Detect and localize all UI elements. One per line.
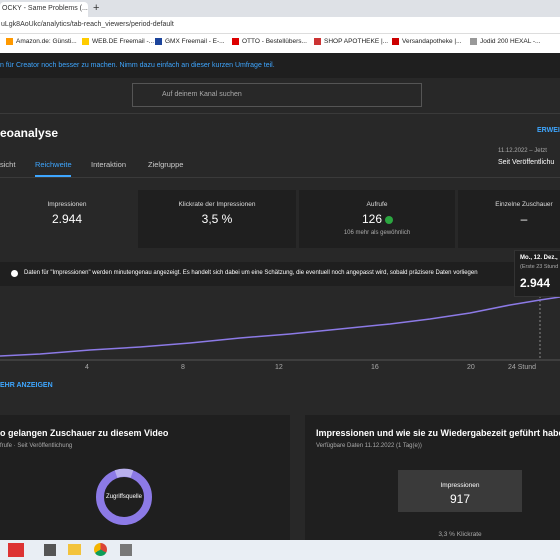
tooltip-date: Mo., 12. Dez., [520, 255, 558, 261]
more-link[interactable]: EHR ANZEIGEN [0, 382, 53, 389]
x-label: 4 [85, 364, 89, 371]
ctr: 3,3 % Klickrate [438, 531, 482, 538]
metric-label: Einzelne Zuschauer [495, 201, 553, 208]
box-value: 917 [449, 492, 471, 506]
metric-label: Klickrate der Impressionen [178, 201, 256, 208]
bookmark[interactable]: OTTO - Bestellübers... [232, 38, 307, 45]
x-label: 12 [275, 364, 283, 371]
tab-active[interactable]: Reichweite [35, 160, 72, 169]
metric-label: Impressionen [47, 201, 87, 208]
tab[interactable]: Zielgruppe [148, 160, 184, 169]
divider [0, 177, 560, 178]
metric-card[interactable]: Einzelne Zuschauer – [458, 190, 560, 248]
period-range[interactable]: 11.12.2022 – Jetzt [498, 148, 547, 154]
metric-value: 126 [361, 212, 383, 226]
new-tab[interactable]: + [93, 2, 100, 14]
card-subtitle: frufe · Seit Veröffentlichung [0, 443, 73, 449]
card [0, 415, 290, 540]
funnel-box [398, 470, 522, 512]
donut-segment [114, 468, 134, 478]
start-icon[interactable] [8, 543, 24, 557]
taskbar-icon[interactable] [120, 544, 132, 556]
bookmark[interactable]: SHOP APOTHEKE |... [314, 38, 388, 45]
chart [0, 288, 560, 361]
period[interactable]: Seit Veröffentlichu [498, 159, 555, 166]
taskbar [0, 540, 560, 560]
metric-card[interactable]: Klickrate der Impressionen 3,5 % [138, 190, 296, 248]
card-title: o gelangen Zuschauer zu diesem Video [0, 428, 169, 438]
tab[interactable]: sicht [0, 160, 16, 169]
card-title: Impressionen und wie sie zu Wiedergabeze… [316, 428, 560, 438]
bookmark[interactable]: Jodid 200 HEXAL -... [470, 38, 540, 45]
bookmark[interactable]: Versandapotheke |... [392, 38, 462, 45]
metric-card[interactable]: Aufrufe 126 106 mehr als gewöhnlich [299, 190, 455, 248]
donut-label: Zugriffsquelle [106, 494, 142, 500]
metric-value: 3,5 % [201, 212, 233, 226]
tab[interactable]: Interaktion [91, 160, 127, 169]
tab-title[interactable]: OCKY - Same Problems (... [2, 5, 88, 12]
taskbar-icon[interactable] [44, 544, 56, 556]
info-text: Daten für "Impressionen" werden minuteng… [24, 270, 478, 276]
tooltip-period: (Erste 23 Stund [520, 264, 559, 270]
divider [0, 113, 560, 114]
address-bar [0, 17, 560, 34]
info-icon [11, 270, 18, 277]
x-label: 16 [371, 364, 379, 371]
info-bar [0, 262, 560, 286]
tab[interactable] [0, 2, 88, 17]
bookmark[interactable]: Amazon.de: Günsti... [6, 38, 77, 45]
advanced-button[interactable]: ERWEI [537, 127, 560, 134]
bookmarks-bar [0, 34, 560, 53]
metric-value: 2.944 [51, 212, 83, 226]
banner-text[interactable]: n für Creator noch besser zu machen. Nim… [0, 62, 275, 69]
metric-note: 106 mehr als gewöhnlich [343, 230, 411, 236]
page-title: eoanalyse [0, 126, 59, 140]
impressions-line [0, 296, 560, 357]
search-box[interactable] [132, 83, 422, 107]
tab-underline [35, 175, 71, 177]
up-icon [385, 216, 393, 224]
card-subtitle: Verfügbare Daten 11.12.2022 (1 Tag(e)) [316, 443, 422, 449]
box-label: Impressionen [440, 482, 480, 489]
donut [96, 468, 152, 525]
tooltip-value: 2.944 [520, 276, 551, 290]
metric-value: – [520, 212, 528, 226]
x-label: 20 [467, 364, 475, 371]
tab-bar [0, 0, 560, 17]
metric-card[interactable]: Impressionen 2.944 [0, 190, 134, 248]
address[interactable]: uLgk8AoUkc/analytics/tab-reach_viewers/p… [1, 21, 174, 28]
bookmark[interactable]: GMX Freemail - E-... [155, 38, 225, 45]
bookmark[interactable]: WEB.DE Freemail -... [82, 38, 154, 45]
chrome-icon[interactable] [94, 543, 107, 556]
tooltip [514, 250, 560, 297]
explorer-icon[interactable] [68, 544, 81, 555]
metric-label: Aufrufe [366, 201, 388, 208]
survey-banner [0, 53, 560, 78]
x-label: 24 Stund [508, 364, 537, 371]
x-label: 8 [181, 364, 185, 371]
search-placeholder[interactable]: Auf deinem Kanal suchen [162, 91, 242, 98]
